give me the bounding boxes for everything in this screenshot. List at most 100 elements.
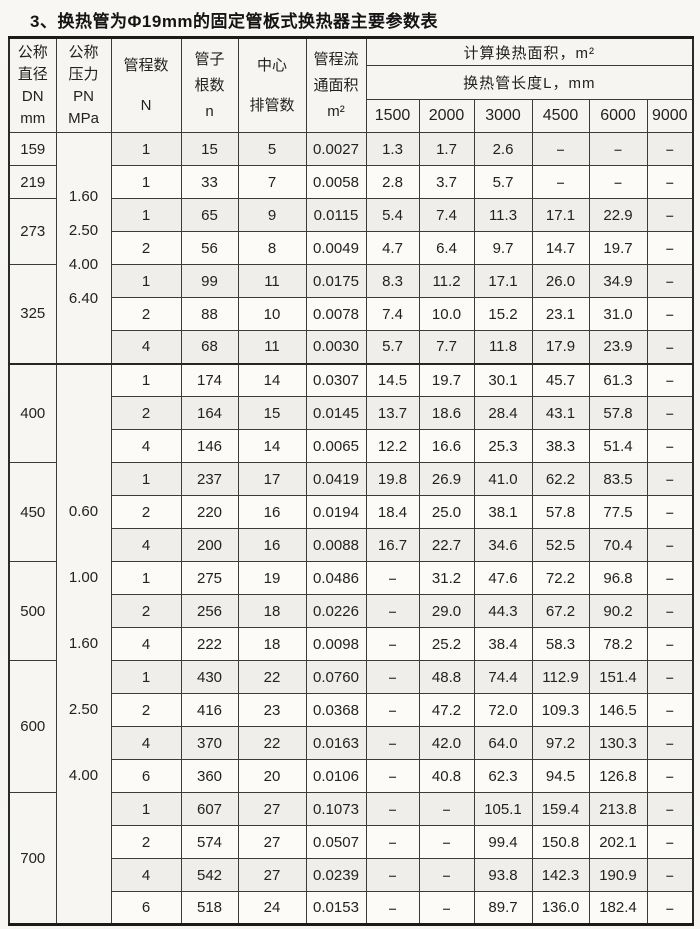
area-3000-cell: 74.4 <box>473 660 533 694</box>
pn-value: 2.50 <box>68 700 99 718</box>
area-4500-cell: 43.1 <box>531 396 590 430</box>
area-1500-cell: 2.8 <box>365 165 420 199</box>
area-4500-cell: 57.8 <box>531 495 590 529</box>
area-4500-cell: 72.2 <box>531 561 590 595</box>
dn-cell: 700 <box>8 792 57 925</box>
area-9000-cell: – <box>646 660 694 694</box>
area-1500-cell: 7.4 <box>365 297 420 331</box>
center-rows-cell: 14 <box>237 362 307 397</box>
area-4500-cell: 97.2 <box>531 726 590 760</box>
area-2000-cell: 3.7 <box>418 165 475 199</box>
area-3000-cell: 99.4 <box>473 825 533 859</box>
flow-area-cell: 0.0486 <box>305 561 367 595</box>
center-rows-cell: 27 <box>237 792 307 826</box>
tube-count-cell: 65 <box>180 198 239 232</box>
area-3000-cell: 34.6 <box>473 528 533 562</box>
area-9000-cell: – <box>646 495 694 529</box>
table-row-dn-700: 4 542 27 0.0239– –93.8 142.3 190.9– <box>9 858 694 892</box>
area-6000-cell: 77.5 <box>588 495 648 529</box>
tube-count-cell: 574 <box>180 825 239 859</box>
table-row-dn-700: 2 574 27 0.0507– –99.4 150.8 202.1– <box>9 825 694 859</box>
table-row-dn-450: 450 1 237 17 0.0419 19.8 26.9 41.0 62.2 83.5– <box>8 462 694 562</box>
dn-cell: 500 <box>8 561 57 661</box>
passes-cell: 4 <box>110 627 182 661</box>
area-1500-cell: 18.4 <box>365 495 420 529</box>
dn-cell: 159 <box>8 132 57 166</box>
pn-value: 4.00 <box>68 766 99 784</box>
area-9000-cell: – <box>646 330 694 364</box>
table-row-dn-325: 325 1 99 11 0.0175 8.3 11.2 17.1 26.0 34.9– <box>8 264 694 364</box>
area-4500-cell: 52.5 <box>531 528 590 562</box>
flow-area-cell: 0.0027 <box>305 132 367 166</box>
passes-cell: 2 <box>110 495 182 529</box>
tube-count-cell: 56 <box>180 231 239 265</box>
area-6000-cell: 83.5 <box>588 462 648 496</box>
area-4500-cell: 94.5 <box>531 759 590 793</box>
header-length-1500: 1500 <box>365 99 420 133</box>
area-2000-cell: 6.4 <box>418 231 475 265</box>
table-row-dn-219: 219 1 33 7 0.0058 2.8 3.7 5.7– – – <box>8 165 694 199</box>
table-row-dn-600: 600 1 430 22 0.0760–48.8 74.4 112.9 151.4– <box>8 660 694 793</box>
area-9000-cell: – <box>646 198 694 232</box>
area-2000-cell: 1.7 <box>418 132 475 166</box>
center-rows-cell: 8 <box>237 231 307 265</box>
flow-area-cell: 0.0145 <box>305 396 367 430</box>
area-6000-cell: 130.3 <box>588 726 648 760</box>
area-2000-cell: 16.6 <box>418 429 475 463</box>
passes-cell: 1 <box>110 660 182 694</box>
area-3000-cell: 105.1 <box>473 792 533 826</box>
area-4500-cell: 38.3 <box>531 429 590 463</box>
flow-area-cell: 0.0088 <box>305 528 367 562</box>
tube-count-cell: 518 <box>180 891 239 925</box>
tube-count-cell: 68 <box>180 330 239 364</box>
area-1500-cell: 5.7 <box>365 330 420 364</box>
area-1500-cell: 1.3 <box>365 132 420 166</box>
pn-value: 0.60 <box>68 502 99 520</box>
dn-cell: 219 <box>8 165 57 199</box>
passes-cell: 6 <box>110 891 182 925</box>
center-rows-cell: 23 <box>237 693 307 727</box>
passes-cell: 2 <box>110 231 182 265</box>
area-1500-cell: – <box>365 792 420 826</box>
table-row-dn-450: 2 220 16 0.0194 18.4 25.0 38.1 57.8 77.5– <box>9 495 694 529</box>
tube-count-cell: 200 <box>180 528 239 562</box>
area-6000-cell: 126.8 <box>588 759 648 793</box>
area-4500-cell: 58.3 <box>531 627 590 661</box>
center-rows-cell: 19 <box>237 561 307 595</box>
area-9000-cell: – <box>646 462 694 496</box>
header-length-9000: 9000 <box>646 99 694 133</box>
area-9000-cell: – <box>646 429 694 463</box>
area-4500-cell: 14.7 <box>531 231 590 265</box>
area-4500-cell: – <box>531 165 590 199</box>
table-row-dn-700: 700 1 607 27 0.1073– –105.1 159.4 213.8– <box>8 792 694 925</box>
flow-area-cell: 0.0194 <box>305 495 367 529</box>
center-rows-cell: 11 <box>237 264 307 298</box>
area-1500-cell: 12.2 <box>365 429 420 463</box>
flow-area-cell: 0.0106 <box>305 759 367 793</box>
tube-count-cell: 174 <box>180 362 239 397</box>
area-2000-cell: 42.0 <box>418 726 475 760</box>
passes-cell: 4 <box>110 858 182 892</box>
area-6000-cell: 96.8 <box>588 561 648 595</box>
area-3000-cell: 11.3 <box>473 198 533 232</box>
passes-cell: 1 <box>110 362 182 397</box>
tube-count-cell: 146 <box>180 429 239 463</box>
area-4500-cell: 67.2 <box>531 594 590 628</box>
passes-cell: 2 <box>110 825 182 859</box>
table-row-dn-500: 2 256 18 0.0226–29.0 44.3 67.2 90.2– <box>9 594 694 628</box>
pn-value-stack: 1.60 2.50 4.00 6.40 <box>57 188 111 308</box>
dn-cell: 400 <box>8 362 57 463</box>
table-row-dn-325: 2 88 10 0.0078 7.4 10.0 15.2 23.1 31.0– <box>9 297 694 331</box>
table-row-dn-600: 4 370 22 0.0163–42.0 64.0 97.2 130.3– <box>9 726 694 760</box>
center-rows-cell: 7 <box>237 165 307 199</box>
area-2000-cell: 29.0 <box>418 594 475 628</box>
table-row-dn-600: 2 416 23 0.0368–47.2 72.0 109.3 146.5– <box>9 693 694 727</box>
center-rows-cell: 9 <box>237 198 307 232</box>
tube-count-cell: 237 <box>180 462 239 496</box>
passes-cell: 1 <box>110 132 182 166</box>
area-1500-cell: – <box>365 660 420 694</box>
flow-area-cell: 0.0115 <box>305 198 367 232</box>
flow-area-cell: 0.0049 <box>305 231 367 265</box>
area-3000-cell: 17.1 <box>473 264 533 298</box>
area-2000-cell: 22.7 <box>418 528 475 562</box>
